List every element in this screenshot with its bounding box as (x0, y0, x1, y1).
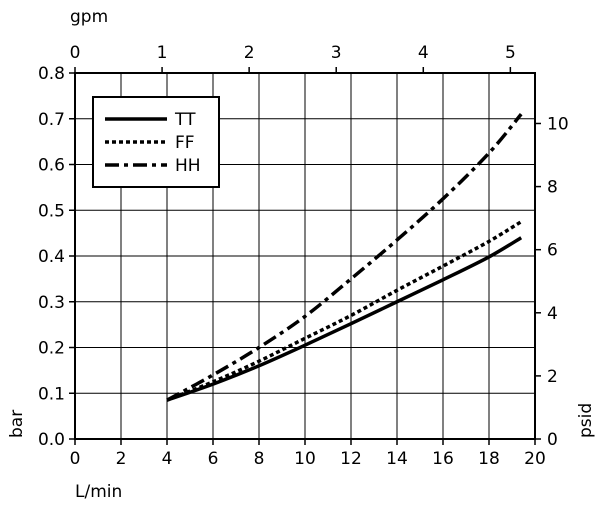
plot-frame (69, 67, 541, 445)
y-left-tick-label: 0.5 (38, 201, 65, 221)
tick-labels: 0 2 4 6 8 10 12 14 16 18 200 1 2 3 4 50.00.10.20.30.40.… (38, 43, 569, 469)
y-right-axis-label: psid (576, 403, 596, 438)
x-bottom-tick-label: 20 (524, 449, 546, 469)
x-bottom-tick-label: 10 (294, 449, 316, 469)
y-left-tick-label: 0.7 (38, 110, 65, 130)
legend-label: HH (175, 156, 201, 176)
x-top-tick-label: 0 (70, 43, 81, 63)
y-right-tick-label: 2 (547, 367, 558, 387)
legend: TT FF HH (92, 96, 220, 188)
x-top-tick-label: 3 (331, 43, 342, 63)
y-left-tick-label: 0.6 (38, 156, 65, 176)
y-right-tick-label: 8 (547, 178, 558, 198)
axis-labels: L/min gpm bar psid (7, 7, 596, 502)
x-bottom-tick-label: 4 (162, 449, 173, 469)
y-left-tick-label: 0.2 (38, 339, 65, 359)
y-left-tick-label: 0.4 (38, 247, 65, 267)
y-right-tick-label: 0 (547, 430, 558, 450)
x-bottom-tick-label: 6 (208, 449, 219, 469)
x-bottom-tick-label: 12 (340, 449, 362, 469)
y-left-axis-label: bar (7, 410, 27, 438)
x-bottom-axis-label: L/min (75, 482, 122, 502)
x-top-axis-label: gpm (70, 7, 108, 27)
x-bottom-tick-label: 0 (70, 449, 81, 469)
x-top-tick-label: 2 (244, 43, 255, 63)
y-right-tick-label: 10 (547, 114, 569, 134)
y-right-tick-label: 4 (547, 304, 558, 324)
x-bottom-tick-label: 16 (432, 449, 454, 469)
y-left-tick-label: 0.3 (38, 293, 65, 313)
x-top-tick-label: 1 (157, 43, 168, 63)
y-left-tick-label: 0.8 (38, 64, 65, 84)
series-line-ff (166, 220, 523, 402)
x-top-tick-label: 4 (418, 43, 429, 63)
x-bottom-tick-label: 2 (116, 449, 127, 469)
series-line-tt (166, 236, 523, 402)
y-left-tick-label: 0.1 (38, 384, 65, 404)
series-lines (166, 113, 523, 402)
legend-label: TT (174, 110, 196, 130)
series-line-hh (166, 113, 523, 402)
y-left-tick-label: 0.0 (38, 430, 65, 450)
x-bottom-tick-label: 14 (386, 449, 408, 469)
y-right-tick-label: 6 (547, 241, 558, 261)
legend-label: FF (175, 133, 195, 153)
x-bottom-tick-label: 8 (254, 449, 265, 469)
x-top-tick-label: 5 (505, 43, 516, 63)
x-bottom-tick-label: 18 (478, 449, 500, 469)
